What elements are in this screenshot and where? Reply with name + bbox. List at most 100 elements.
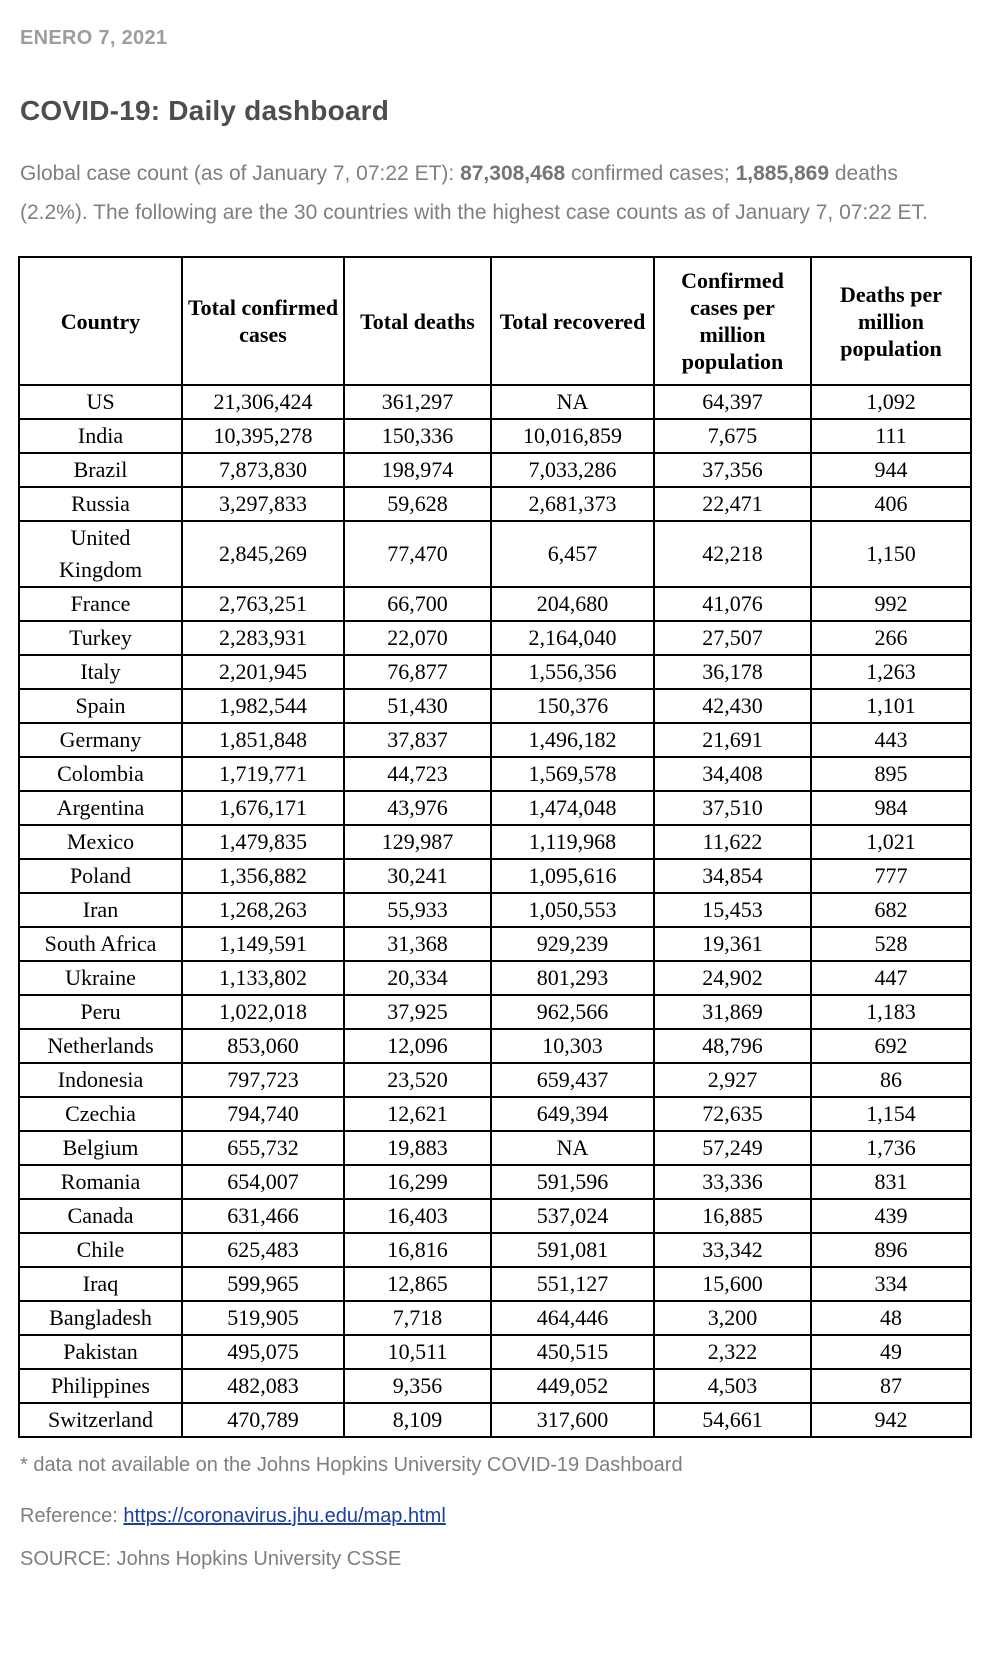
country-cell: United Kingdom — [18, 520, 183, 588]
value-cell: 4,503 — [653, 1368, 812, 1404]
value-cell: 777 — [810, 858, 972, 894]
table-row: Chile 625,483 16,816 591,081 33,342 896 — [18, 1232, 972, 1268]
intro-prefix: Global case count (as of January 7, 07:2… — [20, 162, 461, 185]
table-row: Switzerland 470,789 8,109 317,600 54,661 942 — [18, 1402, 972, 1438]
value-cell: 3,297,833 — [181, 486, 345, 522]
intro-suffix: deaths (2.2%). The following are the 30 … — [20, 162, 928, 224]
value-cell: 9,356 — [343, 1368, 492, 1404]
table-row: Russia 3,297,833 59,628 2,681,373 22,471 406 — [18, 486, 972, 522]
country-cell: Iran — [18, 892, 183, 928]
value-cell: 7,718 — [343, 1300, 492, 1336]
value-cell: 334 — [810, 1266, 972, 1302]
value-cell: 519,905 — [181, 1300, 345, 1336]
footnote: * data not available on the Johns Hopkin… — [20, 1454, 683, 1476]
value-cell: 22,070 — [343, 620, 492, 656]
value-cell: 896 — [810, 1232, 972, 1268]
value-cell: 16,403 — [343, 1198, 492, 1234]
value-cell: 19,883 — [343, 1130, 492, 1166]
value-cell: 198,974 — [343, 452, 492, 488]
value-cell: 537,024 — [490, 1198, 655, 1234]
value-cell: 599,965 — [181, 1266, 345, 1302]
table-row: Iran 1,268,263 55,933 1,050,553 15,453 682 — [18, 892, 972, 928]
value-cell: 659,437 — [490, 1062, 655, 1098]
value-cell: 15,600 — [653, 1266, 812, 1302]
value-cell: 15,453 — [653, 892, 812, 928]
value-cell: 591,596 — [490, 1164, 655, 1200]
value-cell: 1,021 — [810, 824, 972, 860]
value-cell: 48,796 — [653, 1028, 812, 1064]
value-cell: 2,283,931 — [181, 620, 345, 656]
value-cell: 12,865 — [343, 1266, 492, 1302]
column-header: Confirmed cases per million population — [653, 256, 812, 386]
value-cell: 42,218 — [653, 520, 812, 588]
value-cell: 54,661 — [653, 1402, 812, 1438]
value-cell: 204,680 — [490, 586, 655, 622]
value-cell: 449,052 — [490, 1368, 655, 1404]
value-cell: 22,471 — [653, 486, 812, 522]
value-cell: 34,408 — [653, 756, 812, 792]
value-cell: 482,083 — [181, 1368, 345, 1404]
value-cell: 1,556,356 — [490, 654, 655, 690]
table-row: Canada 631,466 16,403 537,024 16,885 439 — [18, 1198, 972, 1234]
country-cell: Switzerland — [18, 1402, 183, 1438]
value-cell: 1,268,263 — [181, 892, 345, 928]
value-cell: 1,263 — [810, 654, 972, 690]
value-cell: 1,022,018 — [181, 994, 345, 1030]
value-cell: 37,925 — [343, 994, 492, 1030]
value-cell: 1,050,553 — [490, 892, 655, 928]
value-cell: 16,299 — [343, 1164, 492, 1200]
value-cell: 2,845,269 — [181, 520, 345, 588]
value-cell: 10,395,278 — [181, 418, 345, 454]
value-cell: 895 — [810, 756, 972, 792]
value-cell: 1,676,171 — [181, 790, 345, 826]
country-cell: Turkey — [18, 620, 183, 656]
reference-link[interactable]: https://coronavirus.jhu.edu/map.html — [123, 1505, 446, 1527]
value-cell: 55,933 — [343, 892, 492, 928]
value-cell: 64,397 — [653, 384, 812, 420]
country-cell: Netherlands — [18, 1028, 183, 1064]
table-row: Italy 2,201,945 76,877 1,556,356 36,178 1,263 — [18, 654, 972, 690]
value-cell: 21,306,424 — [181, 384, 345, 420]
table-row: Philippines 482,083 9,356 449,052 4,503 87 — [18, 1368, 972, 1404]
table-row: Czechia 794,740 12,621 649,394 72,635 1,154 — [18, 1096, 972, 1132]
value-cell: 625,483 — [181, 1232, 345, 1268]
value-cell: 72,635 — [653, 1096, 812, 1132]
value-cell: 16,816 — [343, 1232, 492, 1268]
value-cell: 1,736 — [810, 1130, 972, 1166]
value-cell: 2,164,040 — [490, 620, 655, 656]
country-cell: Ukraine — [18, 960, 183, 996]
table-row: Belgium 655,732 19,883 NA 57,249 1,736 — [18, 1130, 972, 1166]
covid-table-body: US 21,306,424 361,297 NA 64,397 1,092 India 10,… — [18, 384, 972, 1438]
value-cell: 682 — [810, 892, 972, 928]
table-row: Pakistan 495,075 10,511 450,515 2,322 49 — [18, 1334, 972, 1370]
value-cell: 801,293 — [490, 960, 655, 996]
table-row: Colombia 1,719,771 44,723 1,569,578 34,408 89… — [18, 756, 972, 792]
value-cell: 19,361 — [653, 926, 812, 962]
country-cell: Czechia — [18, 1096, 183, 1132]
value-cell: 7,873,830 — [181, 452, 345, 488]
value-cell: 24,902 — [653, 960, 812, 996]
value-cell: 831 — [810, 1164, 972, 1200]
value-cell: 7,675 — [653, 418, 812, 454]
value-cell: 77,470 — [343, 520, 492, 588]
value-cell: 111 — [810, 418, 972, 454]
value-cell: 1,095,616 — [490, 858, 655, 894]
value-cell: 8,109 — [343, 1402, 492, 1438]
value-cell: 16,885 — [653, 1198, 812, 1234]
value-cell: 464,446 — [490, 1300, 655, 1336]
value-cell: 44,723 — [343, 756, 492, 792]
country-cell: Bangladesh — [18, 1300, 183, 1336]
value-cell: 1,496,182 — [490, 722, 655, 758]
reference-line: Reference: https://coronavirus.jhu.edu/m… — [20, 1505, 971, 1528]
table-row: Argentina 1,676,171 43,976 1,474,048 37,510 9… — [18, 790, 972, 826]
country-cell: Argentina — [18, 790, 183, 826]
value-cell: 59,628 — [343, 486, 492, 522]
value-cell: 129,987 — [343, 824, 492, 860]
value-cell: 34,854 — [653, 858, 812, 894]
value-cell: 450,515 — [490, 1334, 655, 1370]
country-cell: Iraq — [18, 1266, 183, 1302]
value-cell: 49 — [810, 1334, 972, 1370]
value-cell: 447 — [810, 960, 972, 996]
covid-country-table: Country Total confirmed cases Total deaths… — [18, 256, 972, 1438]
value-cell: 655,732 — [181, 1130, 345, 1166]
